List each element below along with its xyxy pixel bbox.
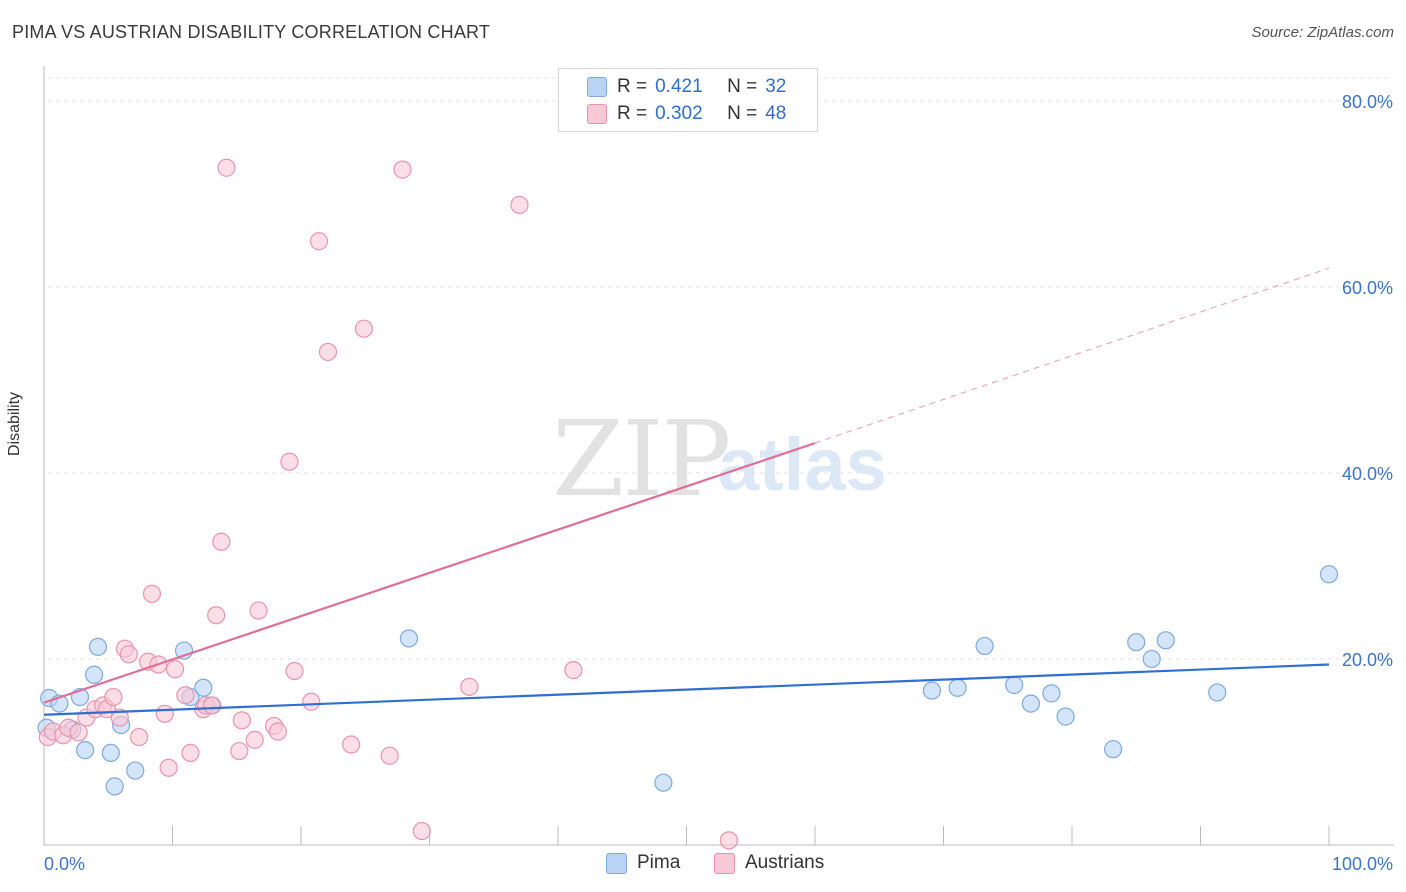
austrians-point: [159, 758, 178, 777]
austrians-point: [309, 232, 329, 251]
pima-point: [1156, 631, 1175, 650]
pima-point: [922, 681, 942, 700]
austrians-point: [129, 727, 149, 747]
austrians-trend-extension: [814, 267, 1330, 444]
pima-point: [85, 665, 104, 684]
austrians-point: [69, 723, 88, 742]
austrians-point: [280, 452, 299, 471]
pima-n-value: 32: [765, 76, 787, 97]
n-label: N =: [727, 76, 758, 97]
pima-point: [1319, 565, 1339, 584]
pima-point: [948, 678, 967, 697]
pima-swatch: [606, 852, 627, 874]
austrians-point: [302, 692, 321, 711]
pima-point: [975, 636, 994, 656]
austrians-point: [142, 584, 162, 603]
austrians-trend-line: [43, 442, 816, 704]
austrians-point: [245, 730, 264, 749]
y-axis-label: Disability: [6, 391, 23, 456]
austrians-point: [318, 342, 338, 362]
pima-trend-line: [43, 663, 1330, 716]
legend-label-austrians: Austrians: [745, 852, 825, 873]
pima-point: [1208, 683, 1227, 702]
pima-point: [76, 741, 95, 760]
pima-swatch: [587, 77, 607, 97]
y-tick-label: 20.0%: [1342, 650, 1393, 670]
watermark-zip: ZIP: [552, 398, 731, 520]
austrians-point: [110, 708, 129, 727]
source-label: Source: ZipAtlas.com: [1251, 24, 1394, 41]
austrians-point: [176, 686, 195, 705]
y-tick-label: 40.0%: [1342, 464, 1393, 484]
pima-point: [654, 773, 673, 792]
pima-point: [1127, 633, 1146, 652]
austrians-point: [393, 160, 412, 179]
y-tick-label: 60.0%: [1342, 278, 1393, 298]
chart-title: PIMA VS AUSTRIAN DISABILITY CORRELATION …: [12, 22, 491, 42]
austrians-point: [181, 743, 200, 763]
legend-label-pima: Pima: [637, 852, 681, 873]
austrians-point: [285, 661, 304, 681]
pima-point: [101, 743, 120, 763]
pima-r-value: 0.421: [655, 76, 703, 97]
y-tick-label: 80.0%: [1342, 92, 1393, 112]
austrians-point: [719, 831, 739, 850]
austrians-point: [249, 601, 268, 620]
austrians-point: [460, 677, 479, 696]
pima-point: [1021, 694, 1040, 713]
legend-row-pima: R = 0.421 N = 32: [587, 75, 786, 99]
x-tick-label: 100.0%: [1332, 854, 1393, 874]
pima-point: [194, 678, 213, 697]
austrians-point: [230, 741, 249, 761]
legend-item-pima[interactable]: Pima: [606, 852, 680, 874]
legend-row-austrians: R = 0.302 N = 48: [587, 102, 786, 126]
pima-point: [1005, 675, 1024, 695]
austrians-point: [232, 711, 251, 730]
austrians-point: [354, 319, 374, 338]
austrians-point: [380, 746, 399, 765]
austrians-r-value: 0.302: [655, 103, 703, 124]
austrians-point: [342, 735, 361, 754]
austrians-point: [268, 722, 287, 741]
pima-point: [88, 637, 108, 656]
austrians-point: [564, 661, 583, 680]
austrians-point: [119, 645, 138, 664]
legend-item-austrians[interactable]: Austrians: [714, 852, 824, 874]
austrians-point: [510, 195, 529, 215]
x-tick-label: 0.0%: [44, 854, 85, 874]
austrians-point: [412, 821, 431, 841]
austrians-point: [212, 532, 231, 551]
watermark-atlas: atlas: [718, 423, 887, 506]
pima-point: [1042, 684, 1061, 703]
pima-point: [1142, 649, 1161, 669]
austrians-swatch: [587, 104, 607, 124]
austrians-point: [155, 704, 174, 723]
austrians-point: [104, 687, 123, 707]
correlation-legend: R = 0.421 N = 32 R = 0.302 N = 48: [558, 68, 818, 132]
austrians-point: [165, 660, 185, 679]
austrians-point: [207, 606, 226, 625]
austrians-point: [203, 696, 222, 715]
r-label: R =: [617, 103, 648, 124]
austrians-n-value: 48: [765, 103, 787, 124]
r-label: R =: [617, 76, 648, 97]
austrians-point: [217, 158, 236, 177]
n-label: N =: [727, 103, 758, 124]
pima-point: [1104, 740, 1123, 759]
austrians-swatch: [714, 852, 735, 874]
pima-point: [105, 777, 124, 796]
pima-point: [399, 629, 419, 648]
pima-point: [126, 761, 145, 780]
series-legend: Pima Austrians: [0, 852, 1406, 878]
pima-point: [1056, 707, 1075, 726]
